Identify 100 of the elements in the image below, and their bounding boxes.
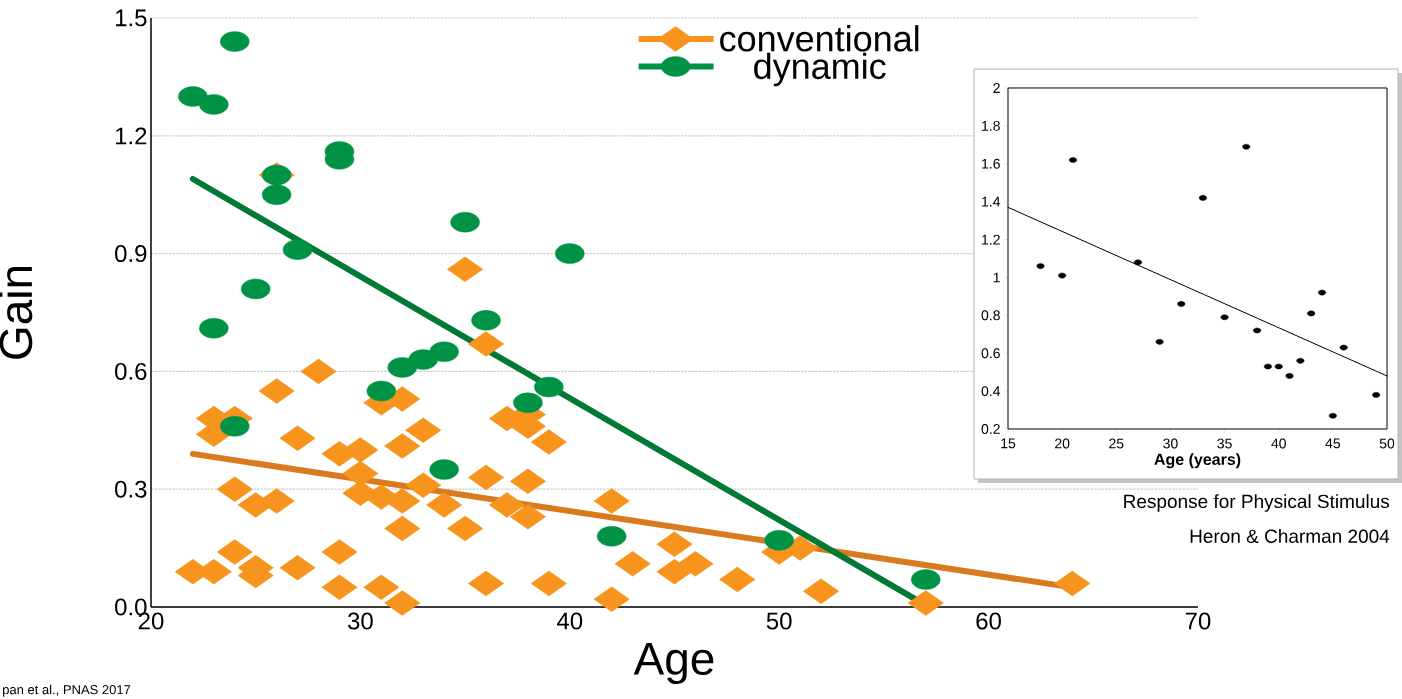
point <box>1253 327 1262 334</box>
point <box>593 586 630 612</box>
point <box>656 558 693 585</box>
point <box>279 555 316 581</box>
point <box>405 417 442 443</box>
y-tick-label: 2 <box>993 83 1000 93</box>
point <box>719 566 756 593</box>
annotation: Response for Physical Stimulus <box>1124 494 1390 512</box>
y-tick-label: 1.8 <box>982 120 1000 131</box>
point <box>426 492 463 518</box>
x-tick-label: 40 <box>1271 438 1286 449</box>
point <box>363 574 400 601</box>
point <box>408 349 438 370</box>
y-tick-label: 0.6 <box>115 362 147 380</box>
x-tick-label: 25 <box>1109 438 1124 449</box>
point <box>468 464 505 491</box>
x-tick-label: 70 <box>1185 612 1211 630</box>
y-tick-label: 1.5 <box>115 9 147 27</box>
point <box>220 416 250 437</box>
point <box>803 578 840 604</box>
x-tick-label: 40 <box>556 612 583 630</box>
point <box>468 570 505 597</box>
point <box>429 459 459 480</box>
point <box>764 530 794 551</box>
x-tick-label: 30 <box>347 612 373 630</box>
annotation: Heron & Charman 2004 <box>1190 529 1390 543</box>
point <box>216 476 253 502</box>
point <box>911 569 941 590</box>
point <box>513 392 543 414</box>
point <box>387 357 417 378</box>
y-tick-label: 0.9 <box>115 245 147 263</box>
y-tick-label: 0.2 <box>981 424 1000 434</box>
x-tick-label: 60 <box>976 612 1001 630</box>
y-tick-label: 0.3 <box>115 480 147 498</box>
point <box>509 503 546 530</box>
point <box>241 278 271 300</box>
point <box>530 429 567 455</box>
y-tick-label: 0.8 <box>981 310 1000 321</box>
text: pan et al., PNAS 2017 <box>3 684 131 697</box>
point <box>555 243 585 264</box>
point <box>384 433 421 459</box>
point <box>1307 310 1316 317</box>
point <box>907 590 944 616</box>
point <box>447 256 484 282</box>
point <box>429 341 459 362</box>
point <box>216 539 253 565</box>
point <box>321 539 358 565</box>
y-tick-label: 1.6 <box>982 158 1000 169</box>
point <box>1058 272 1067 279</box>
point <box>300 358 337 385</box>
point <box>488 492 525 518</box>
point <box>1328 412 1337 419</box>
point <box>471 310 501 331</box>
y-tick-label: 1.2 <box>115 127 147 145</box>
x-axis-title: Age (years) <box>1154 453 1241 469</box>
point <box>405 472 442 498</box>
x-tick-label: 50 <box>766 612 792 630</box>
y-tick-label: 0.4 <box>981 386 1001 397</box>
point <box>258 378 295 404</box>
point <box>534 376 564 398</box>
point <box>279 425 316 451</box>
x-tick-label: 35 <box>1217 438 1232 449</box>
point <box>656 531 693 557</box>
point <box>199 94 229 115</box>
y-tick-label: 0.6 <box>981 348 1000 359</box>
x-tick-label: 50 <box>1379 438 1395 449</box>
point <box>199 318 229 339</box>
point <box>1220 314 1229 321</box>
point <box>384 590 421 616</box>
y-tick-label: 1.4 <box>982 196 1001 207</box>
y-tick-label: 1 <box>993 272 1000 283</box>
point <box>530 570 567 597</box>
point <box>468 331 505 357</box>
legend-label: conventional <box>720 25 919 52</box>
y-tick-label: 1.2 <box>982 234 1000 245</box>
point <box>1318 289 1327 296</box>
point <box>614 551 651 577</box>
point <box>509 468 546 495</box>
point <box>1263 363 1272 370</box>
point <box>450 211 480 233</box>
x-tick-label: 20 <box>1055 438 1070 449</box>
x-tick-label: 30 <box>1163 438 1178 449</box>
point <box>1274 363 1283 370</box>
legend-label: dynamic <box>754 52 886 87</box>
point <box>1242 143 1251 150</box>
point <box>366 380 397 402</box>
point <box>1339 344 1348 351</box>
point <box>593 488 630 514</box>
x-tick-label: 45 <box>1325 438 1341 449</box>
point <box>677 551 714 577</box>
point <box>447 515 484 542</box>
point <box>321 574 358 601</box>
x-tick-label: 15 <box>1001 438 1016 449</box>
point <box>220 31 250 52</box>
point <box>384 515 421 542</box>
point <box>1133 259 1142 266</box>
point <box>178 86 208 107</box>
x-axis-title: Age <box>633 642 714 685</box>
point <box>1069 157 1077 163</box>
point <box>1054 570 1091 597</box>
